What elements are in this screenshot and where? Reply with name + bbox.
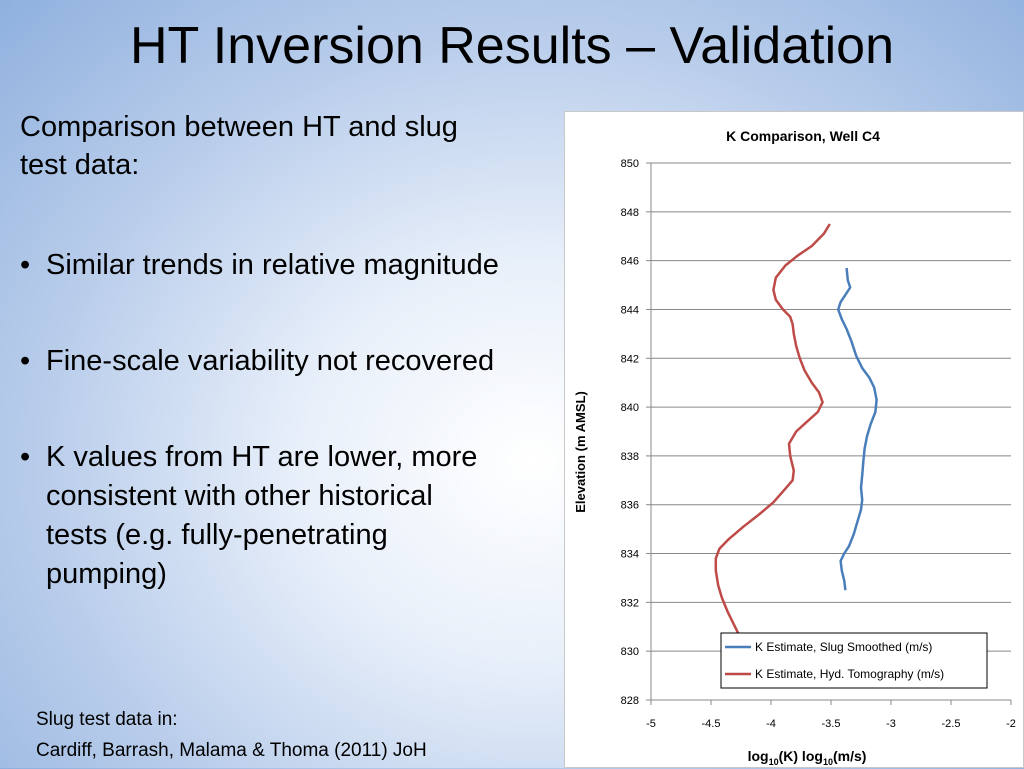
bullet-item-k-values: • K values from HT are lower, more consi… (20, 438, 500, 594)
y-tick-label: 832 (621, 597, 639, 609)
bullet-dot-icon: • (20, 441, 31, 473)
bullet-item-similar-trends: • Similar trends in relative magnitude (20, 246, 500, 285)
tick-labels: 828 830 832 834 836 838 840 842 844 846 848 850 -5 -4… (621, 158, 1016, 730)
x-axis-label-part: (m/s) (833, 748, 866, 764)
x-tick-label: -3 (886, 718, 896, 730)
x-tick-label: -2 (1006, 718, 1016, 730)
bullet-text: K values from HT are lower, more consist… (46, 441, 478, 590)
grid-lines (651, 162, 1011, 652)
y-tick-label: 836 (621, 500, 639, 512)
legend-label-slug: K Estimate, Slug Smoothed (m/s) (755, 640, 932, 654)
source-line-1: Slug test data in: (36, 709, 178, 730)
bullet-item-fine-scale: • Fine-scale variability not recovered (20, 342, 500, 381)
y-tick-label: 828 (621, 695, 639, 707)
bullet-dot-icon: • (20, 345, 31, 377)
source-line-2: Cardiff, Barrash, Malama & Thoma (2011) … (36, 740, 427, 761)
y-tick-label: 838 (621, 451, 639, 463)
x-tick-label: -4.5 (702, 718, 721, 730)
x-tick-label: -3.5 (822, 718, 841, 730)
x-axis-label-part: (K) log (779, 748, 823, 764)
series-line-slug (836, 267, 878, 591)
y-tick-label: 844 (621, 304, 639, 316)
slide-title: HT Inversion Results – Validation (129, 17, 894, 75)
bullet-list: • Similar trends in relative magnitude •… (20, 246, 500, 594)
axes (646, 162, 1012, 705)
x-axis-label-sub: 10 (769, 757, 779, 767)
chart-legend: K Estimate, Slug Smoothed (m/s) K Estima… (720, 632, 988, 689)
y-tick-label: 834 (621, 549, 639, 561)
k-comparison-chart: K Comparison, Well C4 828 830 832 834 836 838… (573, 128, 1016, 767)
y-tick-label: 830 (621, 646, 639, 658)
bullet-dot-icon: • (20, 249, 31, 281)
chart-title: K Comparison, Well C4 (726, 128, 880, 144)
bullet-text: Fine-scale variability not recovered (46, 345, 495, 377)
y-tick-label: 850 (621, 158, 639, 170)
x-tick-label: -5 (646, 718, 656, 730)
y-axis-label: Elevation (m AMSL) (573, 391, 588, 513)
x-tick-label: -4 (766, 718, 776, 730)
x-axis-label-sub: 10 (823, 757, 833, 767)
source-citation: Slug test data in: Cardiff, Barrash, Mal… (36, 704, 427, 766)
x-tick-label: -2.5 (942, 718, 961, 730)
x-axis-label: log10(K) log10(m/s) (748, 748, 867, 767)
series-lines (714, 223, 878, 638)
chart-panel: K Comparison, Well C4 828 830 832 834 836 838… (564, 111, 1024, 768)
y-tick-label: 840 (621, 402, 639, 414)
x-axis-label-part: log (748, 748, 769, 764)
intro-text: Comparison between HT and slug test data… (20, 111, 458, 181)
y-tick-label: 848 (621, 207, 639, 219)
legend-box (720, 632, 988, 689)
bullet-text: Similar trends in relative magnitude (46, 249, 499, 281)
y-tick-label: 842 (621, 353, 639, 365)
y-tick-label: 846 (621, 256, 639, 268)
legend-label-tomography: K Estimate, Hyd. Tomography (m/s) (755, 667, 944, 681)
series-line-tomography (714, 223, 831, 638)
